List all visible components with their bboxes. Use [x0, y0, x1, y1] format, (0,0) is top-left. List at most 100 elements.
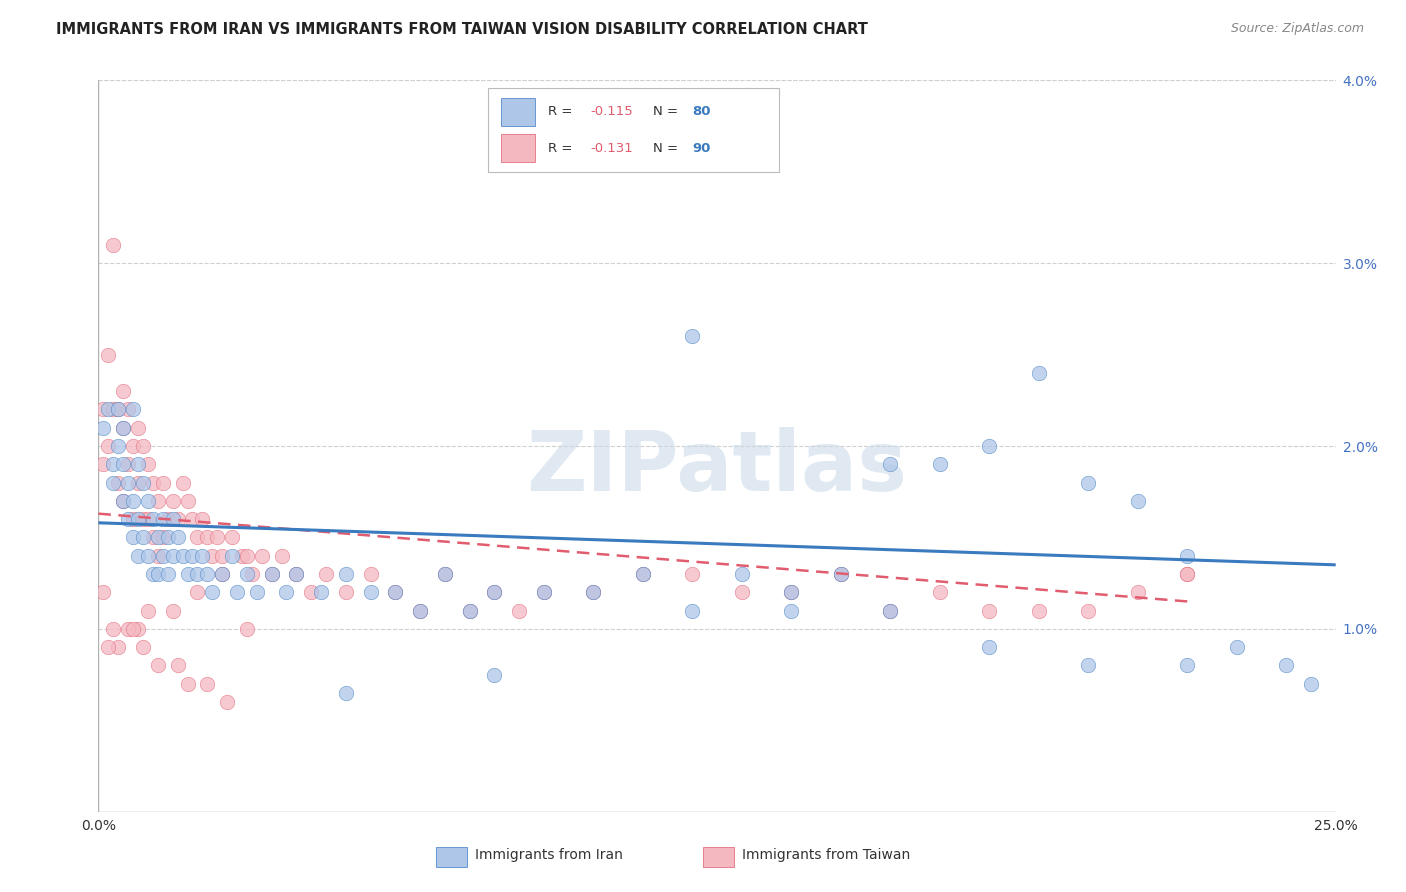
- Point: [384, 585, 406, 599]
- Point: [152, 530, 174, 544]
- Point: [142, 567, 165, 582]
- Point: [195, 676, 218, 690]
- Point: [299, 585, 322, 599]
- Point: [103, 402, 125, 417]
- Point: [142, 530, 165, 544]
- Point: [1226, 640, 1249, 655]
- Point: [360, 567, 382, 582]
- Point: [211, 567, 233, 582]
- Point: [122, 493, 145, 508]
- Point: [103, 458, 125, 472]
- Point: [152, 549, 174, 563]
- Point: [142, 512, 165, 526]
- Point: [384, 585, 406, 599]
- Point: [260, 567, 283, 582]
- Point: [195, 530, 218, 544]
- Point: [433, 567, 456, 582]
- Point: [112, 420, 135, 434]
- Point: [186, 585, 208, 599]
- FancyBboxPatch shape: [488, 87, 779, 171]
- Point: [97, 347, 120, 362]
- Point: [186, 530, 208, 544]
- Point: [270, 549, 292, 563]
- Point: [107, 640, 129, 655]
- Point: [127, 420, 149, 434]
- Point: [409, 603, 432, 617]
- Point: [335, 585, 357, 599]
- Point: [433, 567, 456, 582]
- Point: [146, 658, 169, 673]
- Point: [97, 402, 120, 417]
- Point: [681, 603, 703, 617]
- Point: [181, 512, 204, 526]
- Point: [780, 585, 803, 599]
- Point: [93, 420, 115, 434]
- Point: [1175, 567, 1198, 582]
- Point: [1126, 585, 1149, 599]
- Point: [117, 475, 139, 490]
- Point: [127, 622, 149, 636]
- Point: [93, 458, 115, 472]
- Point: [236, 567, 259, 582]
- Point: [458, 603, 481, 617]
- Text: R =: R =: [547, 105, 576, 119]
- Point: [93, 402, 115, 417]
- Point: [335, 686, 357, 700]
- Point: [152, 475, 174, 490]
- Point: [172, 475, 194, 490]
- Point: [309, 585, 332, 599]
- Point: [132, 475, 155, 490]
- Point: [221, 530, 243, 544]
- Point: [176, 493, 198, 508]
- Point: [458, 603, 481, 617]
- Point: [176, 567, 198, 582]
- Point: [195, 567, 218, 582]
- Point: [166, 658, 188, 673]
- Point: [122, 402, 145, 417]
- Point: [117, 402, 139, 417]
- Text: IMMIGRANTS FROM IRAN VS IMMIGRANTS FROM TAIWAN VISION DISABILITY CORRELATION CHA: IMMIGRANTS FROM IRAN VS IMMIGRANTS FROM …: [56, 22, 868, 37]
- Point: [211, 567, 233, 582]
- Point: [156, 567, 179, 582]
- Point: [631, 567, 654, 582]
- Point: [1299, 676, 1322, 690]
- Point: [136, 549, 159, 563]
- Y-axis label: Vision Disability: Vision Disability: [0, 391, 7, 501]
- Point: [1175, 658, 1198, 673]
- Point: [136, 603, 159, 617]
- Point: [117, 512, 139, 526]
- Point: [226, 585, 249, 599]
- Point: [285, 567, 308, 582]
- Point: [1175, 567, 1198, 582]
- Point: [112, 420, 135, 434]
- Point: [162, 493, 184, 508]
- Text: ZIPatlas: ZIPatlas: [527, 427, 907, 508]
- Point: [979, 640, 1001, 655]
- Text: 90: 90: [692, 142, 710, 155]
- Point: [162, 603, 184, 617]
- Point: [236, 622, 259, 636]
- FancyBboxPatch shape: [501, 98, 536, 126]
- Point: [136, 512, 159, 526]
- Point: [146, 530, 169, 544]
- Text: Source: ZipAtlas.com: Source: ZipAtlas.com: [1230, 22, 1364, 36]
- Point: [112, 493, 135, 508]
- Point: [211, 549, 233, 563]
- Point: [731, 585, 754, 599]
- Point: [162, 549, 184, 563]
- Point: [246, 585, 269, 599]
- Point: [146, 567, 169, 582]
- Point: [172, 549, 194, 563]
- Point: [681, 567, 703, 582]
- Point: [260, 567, 283, 582]
- Point: [117, 458, 139, 472]
- Point: [166, 530, 188, 544]
- Point: [1077, 658, 1099, 673]
- Point: [112, 384, 135, 399]
- Point: [103, 622, 125, 636]
- Text: N =: N =: [652, 105, 682, 119]
- Text: 80: 80: [692, 105, 711, 119]
- Point: [107, 439, 129, 453]
- Point: [928, 458, 950, 472]
- Point: [830, 567, 852, 582]
